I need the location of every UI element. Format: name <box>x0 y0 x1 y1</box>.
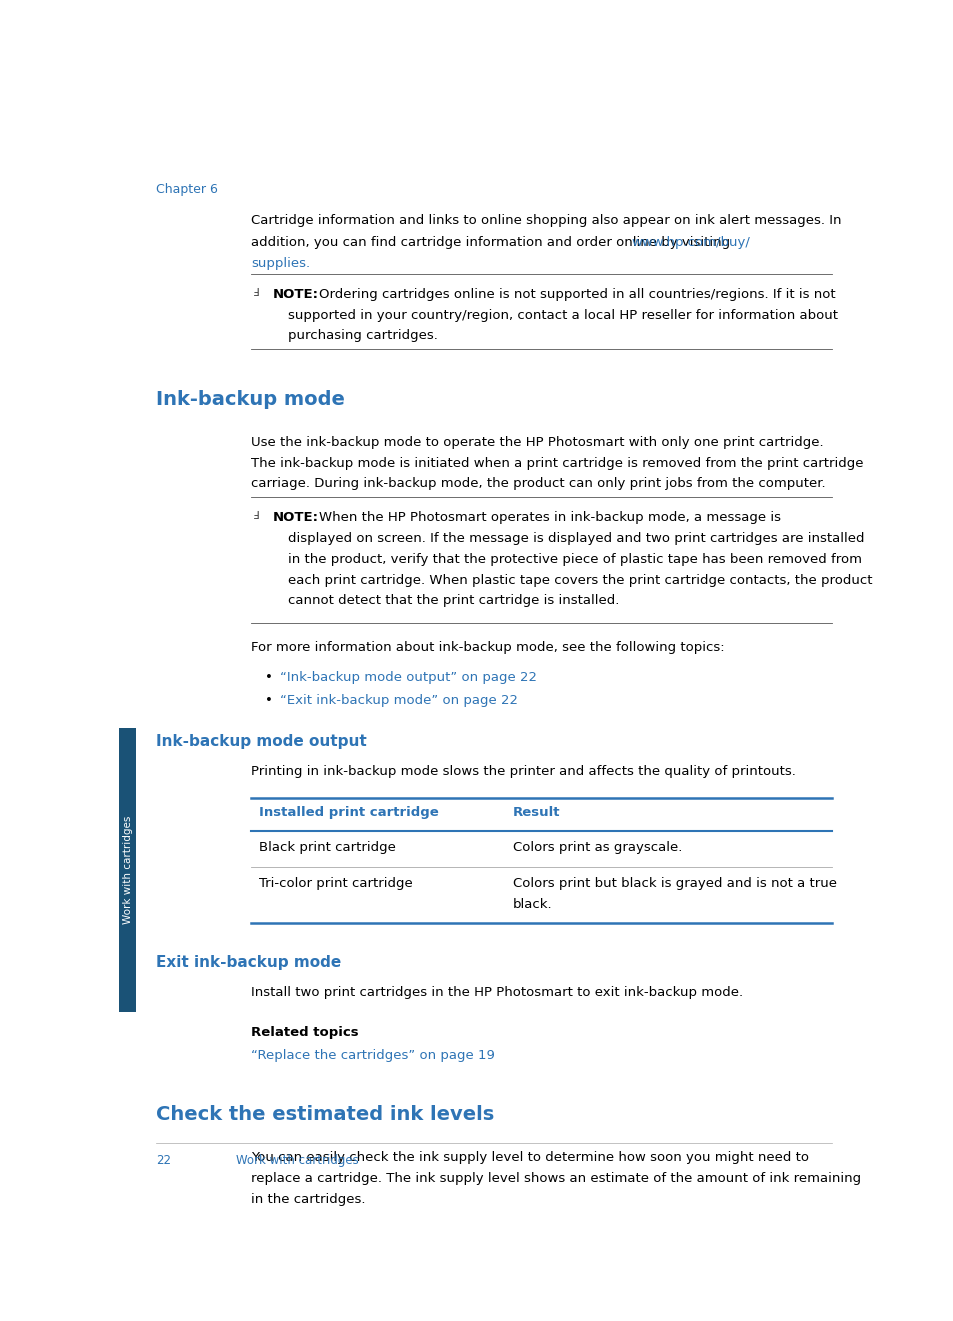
Text: addition, you can find cartridge information and order online by visiting: addition, you can find cartridge informa… <box>251 235 734 248</box>
Text: Work with cartridges: Work with cartridges <box>235 1155 358 1168</box>
Text: supported in your country/region, contact a local HP reseller for information ab: supported in your country/region, contac… <box>288 309 838 322</box>
Text: Ink-backup mode: Ink-backup mode <box>156 390 345 408</box>
Text: black.: black. <box>513 898 552 910</box>
Text: displayed on screen. If the message is displayed and two print cartridges are in: displayed on screen. If the message is d… <box>288 532 863 546</box>
Text: Ink-backup mode output: Ink-backup mode output <box>156 733 367 749</box>
Text: Colors print as grayscale.: Colors print as grayscale. <box>513 840 681 853</box>
Text: Work with cartridges: Work with cartridges <box>123 816 132 925</box>
Text: When the HP Photosmart operates in ink-backup mode, a message is: When the HP Photosmart operates in ink-b… <box>319 511 781 524</box>
Text: replace a cartridge. The ink supply level shows an estimate of the amount of ink: replace a cartridge. The ink supply leve… <box>251 1172 861 1185</box>
Text: www.hp.com/buy/: www.hp.com/buy/ <box>631 235 750 248</box>
Text: 22: 22 <box>156 1155 172 1168</box>
Text: “Replace the cartridges” on page 19: “Replace the cartridges” on page 19 <box>251 1049 495 1062</box>
Text: “Ink-backup mode output” on page 22: “Ink-backup mode output” on page 22 <box>280 671 537 683</box>
Text: carriage. During ink-backup mode, the product can only print jobs from the compu: carriage. During ink-backup mode, the pr… <box>251 477 824 490</box>
Text: The ink-backup mode is initiated when a print cartridge is removed from the prin: The ink-backup mode is initiated when a … <box>251 457 862 469</box>
Text: Related topics: Related topics <box>251 1026 358 1040</box>
Text: •: • <box>265 694 273 707</box>
Text: •: • <box>265 671 273 683</box>
Text: NOTE:: NOTE: <box>273 511 318 524</box>
Text: Result: Result <box>513 806 559 819</box>
Text: Tri-color print cartridge: Tri-color print cartridge <box>258 877 412 890</box>
Text: supplies.: supplies. <box>251 258 310 269</box>
Text: “Exit ink-backup mode” on page 22: “Exit ink-backup mode” on page 22 <box>280 694 517 707</box>
Text: For more information about ink-backup mode, see the following topics:: For more information about ink-backup mo… <box>251 641 724 654</box>
Text: Ⅎ: Ⅎ <box>253 288 258 297</box>
Text: Use the ink-backup mode to operate the HP Photosmart with only one print cartrid: Use the ink-backup mode to operate the H… <box>251 436 822 449</box>
Text: in the product, verify that the protective piece of plastic tape has been remove: in the product, verify that the protecti… <box>288 552 862 565</box>
Text: Install two print cartridges in the HP Photosmart to exit ink-backup mode.: Install two print cartridges in the HP P… <box>251 987 742 999</box>
Text: Check the estimated ink levels: Check the estimated ink levels <box>156 1104 495 1124</box>
Text: Colors print but black is grayed and is not a true: Colors print but black is grayed and is … <box>513 877 836 890</box>
Text: in the cartridges.: in the cartridges. <box>251 1193 365 1206</box>
Text: Ⅎ: Ⅎ <box>253 511 258 522</box>
Text: purchasing cartridges.: purchasing cartridges. <box>288 329 437 342</box>
Text: cannot detect that the print cartridge is installed.: cannot detect that the print cartridge i… <box>288 594 618 608</box>
Text: each print cartridge. When plastic tape covers the print cartridge contacts, the: each print cartridge. When plastic tape … <box>288 573 872 587</box>
Text: Installed print cartridge: Installed print cartridge <box>258 806 438 819</box>
Text: Printing in ink-backup mode slows the printer and affects the quality of printou: Printing in ink-backup mode slows the pr… <box>251 765 795 778</box>
Text: Cartridge information and links to online shopping also appear on ink alert mess: Cartridge information and links to onlin… <box>251 214 841 227</box>
Text: Chapter 6: Chapter 6 <box>156 184 218 196</box>
Text: NOTE:: NOTE: <box>273 288 318 301</box>
Text: Black print cartridge: Black print cartridge <box>258 840 395 853</box>
Bar <box>119 728 136 1012</box>
Text: Exit ink-backup mode: Exit ink-backup mode <box>156 955 341 971</box>
Text: Ordering cartridges online is not supported in all countries/regions. If it is n: Ordering cartridges online is not suppor… <box>319 288 835 301</box>
Text: You can easily check the ink supply level to determine how soon you might need t: You can easily check the ink supply leve… <box>251 1151 808 1164</box>
